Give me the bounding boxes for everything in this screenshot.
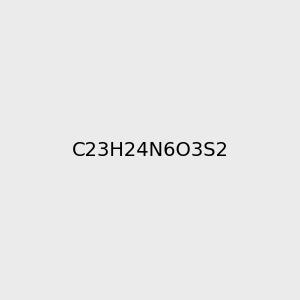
- Text: C23H24N6O3S2: C23H24N6O3S2: [71, 140, 229, 160]
